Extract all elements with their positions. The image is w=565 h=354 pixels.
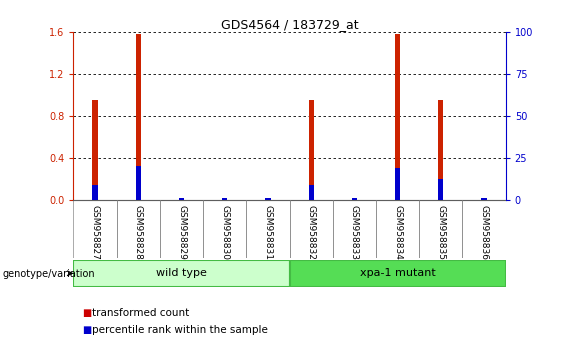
Bar bbox=[160, 200, 203, 258]
Text: genotype/variation: genotype/variation bbox=[3, 269, 95, 279]
Bar bbox=[116, 200, 160, 258]
Text: wild type: wild type bbox=[156, 268, 207, 279]
Text: GSM958829: GSM958829 bbox=[177, 205, 186, 259]
Bar bbox=[93, 185, 98, 200]
Bar bbox=[308, 100, 314, 200]
Text: GSM958832: GSM958832 bbox=[307, 205, 316, 259]
Text: ■: ■ bbox=[82, 325, 91, 335]
Text: GSM958828: GSM958828 bbox=[134, 205, 143, 259]
Text: GSM958834: GSM958834 bbox=[393, 205, 402, 259]
Bar bbox=[222, 198, 227, 200]
Text: GSM958836: GSM958836 bbox=[480, 205, 489, 260]
Bar bbox=[438, 100, 444, 200]
Bar bbox=[179, 198, 184, 200]
Bar bbox=[222, 198, 227, 200]
Bar bbox=[438, 179, 444, 200]
Bar bbox=[462, 200, 506, 258]
Bar bbox=[308, 185, 314, 200]
Text: xpa-1 mutant: xpa-1 mutant bbox=[360, 268, 436, 279]
Bar bbox=[376, 200, 419, 258]
Bar bbox=[481, 198, 486, 200]
Bar bbox=[246, 200, 289, 258]
Bar bbox=[289, 200, 333, 258]
Title: GDS4564 / 183729_at: GDS4564 / 183729_at bbox=[221, 18, 358, 31]
Bar bbox=[266, 198, 271, 200]
Text: GSM958833: GSM958833 bbox=[350, 205, 359, 260]
Text: GSM958835: GSM958835 bbox=[436, 205, 445, 260]
Bar bbox=[352, 198, 357, 200]
Text: ■: ■ bbox=[82, 308, 91, 318]
Bar bbox=[136, 34, 141, 200]
Text: percentile rank within the sample: percentile rank within the sample bbox=[92, 325, 268, 335]
Bar bbox=[179, 198, 184, 200]
Text: GSM958831: GSM958831 bbox=[263, 205, 272, 260]
Bar bbox=[266, 198, 271, 200]
Text: transformed count: transformed count bbox=[92, 308, 189, 318]
Bar bbox=[395, 34, 400, 200]
Bar bbox=[481, 198, 486, 200]
Bar bbox=[395, 169, 400, 200]
Bar bbox=[73, 200, 117, 258]
Bar bbox=[136, 166, 141, 200]
Text: GSM958827: GSM958827 bbox=[90, 205, 99, 259]
Bar bbox=[352, 198, 357, 200]
Bar bbox=[333, 200, 376, 258]
Text: GSM958830: GSM958830 bbox=[220, 205, 229, 260]
Bar bbox=[203, 200, 246, 258]
Bar bbox=[419, 200, 463, 258]
Bar bbox=[289, 260, 506, 287]
Bar bbox=[93, 100, 98, 200]
Bar bbox=[73, 260, 289, 287]
